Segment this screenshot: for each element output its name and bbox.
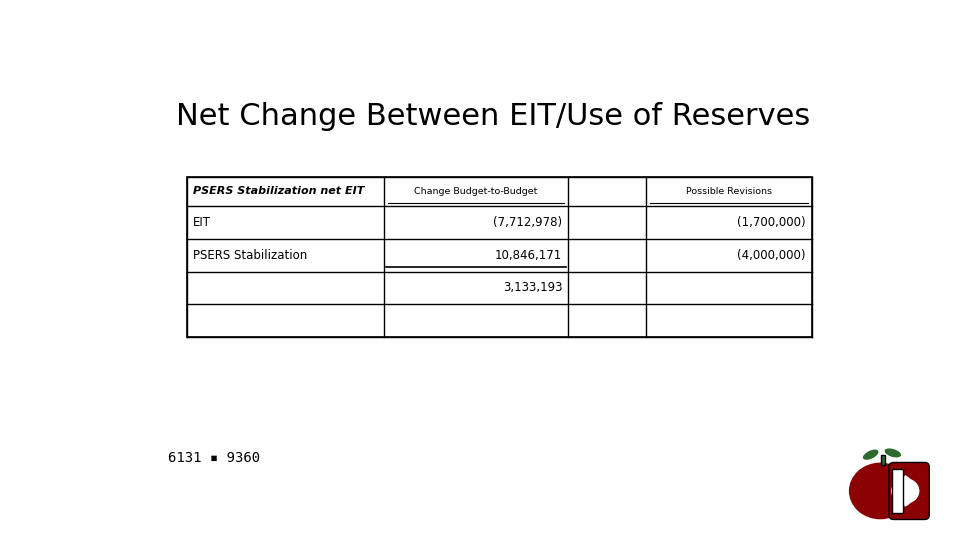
Text: PSERS Stabilization net EIT: PSERS Stabilization net EIT <box>193 186 364 197</box>
Text: 3,133,193: 3,133,193 <box>503 281 563 294</box>
Circle shape <box>850 463 911 518</box>
Ellipse shape <box>884 448 901 457</box>
FancyBboxPatch shape <box>881 455 885 465</box>
Text: (1,700,000): (1,700,000) <box>737 216 806 229</box>
Text: 6131 ▪ 9360: 6131 ▪ 9360 <box>168 451 260 465</box>
FancyBboxPatch shape <box>187 177 812 337</box>
Ellipse shape <box>863 449 878 460</box>
Text: 10,846,171: 10,846,171 <box>495 248 563 261</box>
Circle shape <box>892 479 919 503</box>
Text: (4,000,000): (4,000,000) <box>737 248 806 261</box>
Text: Net Change Between EIT/Use of Reserves: Net Change Between EIT/Use of Reserves <box>176 102 810 131</box>
Text: Possible Revisions: Possible Revisions <box>686 187 772 196</box>
FancyBboxPatch shape <box>889 462 929 519</box>
Text: EIT: EIT <box>193 216 211 229</box>
FancyBboxPatch shape <box>892 469 903 514</box>
Wedge shape <box>896 476 915 506</box>
Text: (7,712,978): (7,712,978) <box>493 216 563 229</box>
Text: PSERS Stabilization: PSERS Stabilization <box>193 248 307 261</box>
Text: Change Budget-to-Budget: Change Budget-to-Budget <box>415 187 538 196</box>
